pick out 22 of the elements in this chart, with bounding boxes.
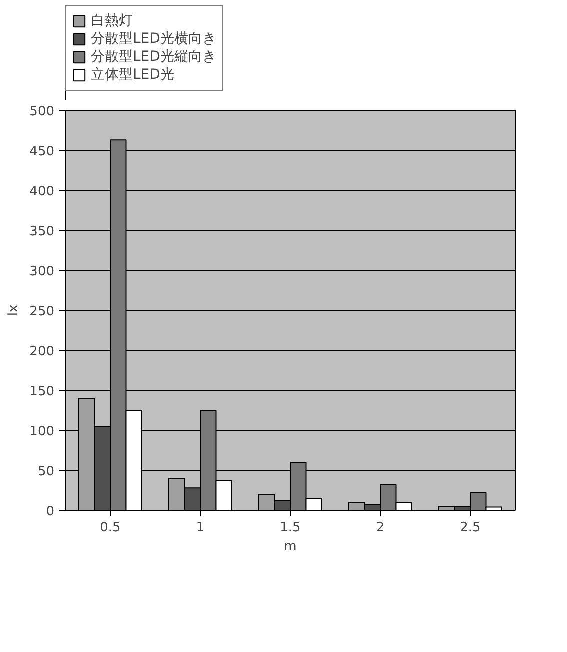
x-tick-label: 2 bbox=[376, 520, 385, 536]
y-tick-label: 400 bbox=[30, 184, 55, 200]
x-tick-label: 1.5 bbox=[280, 520, 301, 536]
y-tick-label: 300 bbox=[30, 264, 55, 280]
y-tick-label: 350 bbox=[30, 224, 55, 240]
y-tick-label: 250 bbox=[30, 304, 55, 320]
y-tick-label: 200 bbox=[30, 344, 55, 360]
y-tick-label: 150 bbox=[30, 384, 55, 400]
x-tick-label: 1 bbox=[196, 520, 205, 536]
x-tick-label: 0.5 bbox=[100, 520, 121, 536]
legend-label: 立体型LED光 bbox=[91, 66, 174, 84]
x-axis-title: m bbox=[284, 540, 297, 554]
x-tick-label: 2.5 bbox=[460, 520, 481, 536]
y-tick-label: 50 bbox=[38, 464, 55, 480]
y-axis-title: lx bbox=[6, 304, 22, 316]
legend-label: 分散型LED光縦向き bbox=[91, 48, 216, 66]
y-tick-label: 450 bbox=[30, 144, 55, 160]
y-tick-label: 500 bbox=[30, 104, 55, 120]
legend-label: 分散型LED光横向き bbox=[91, 30, 216, 48]
y-tick-label: 100 bbox=[30, 424, 55, 440]
legend-label: 白熱灯 bbox=[91, 12, 133, 30]
y-tick-label: 0 bbox=[46, 504, 55, 520]
